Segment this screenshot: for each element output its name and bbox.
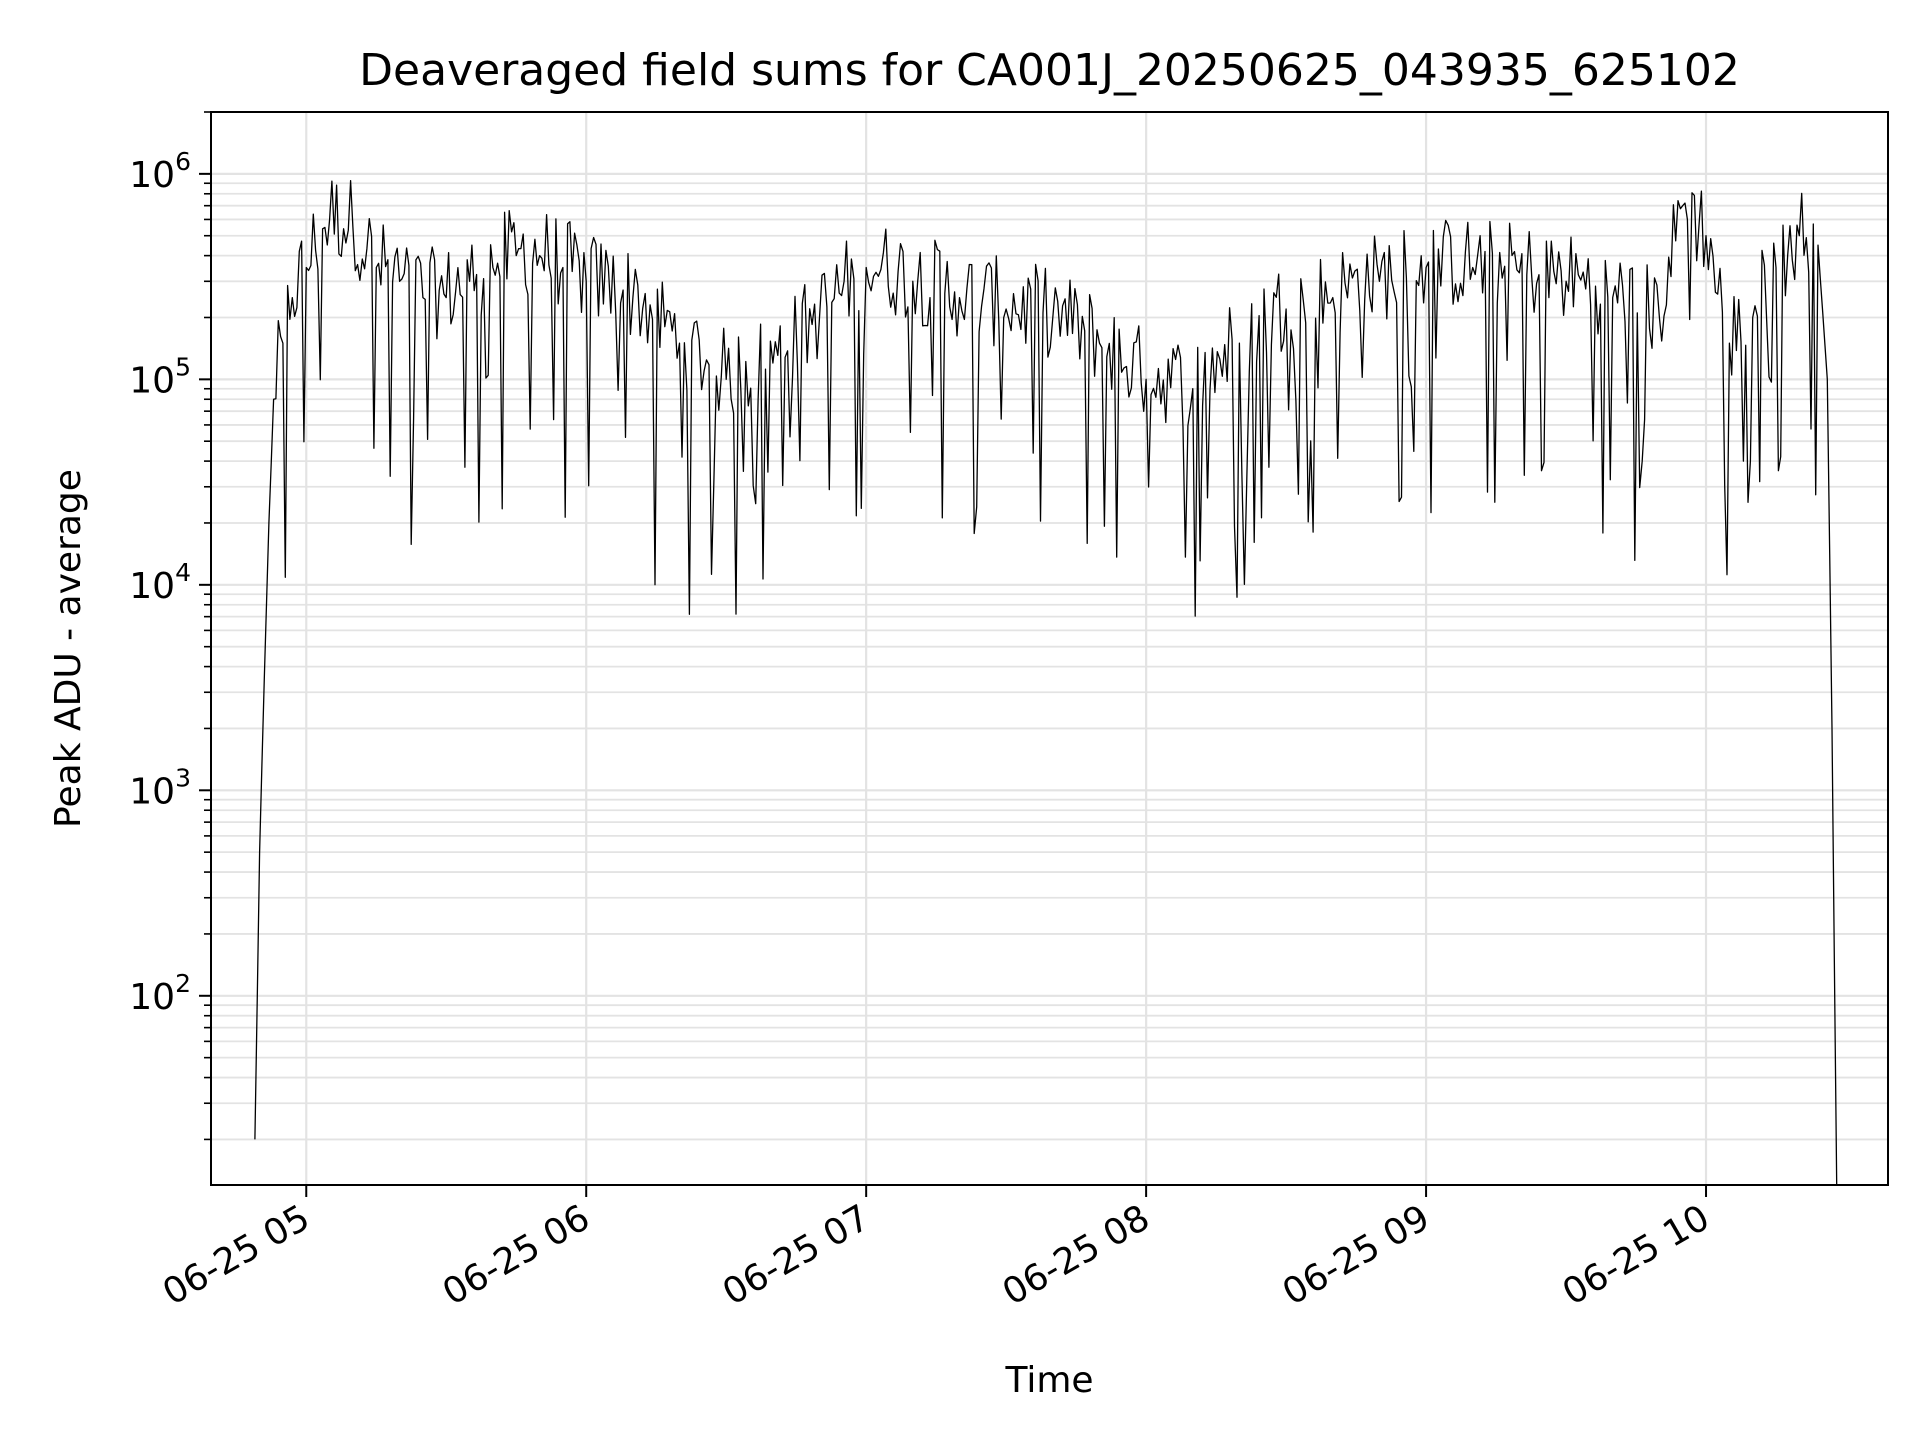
y-axis-label: Peak ADU - average xyxy=(48,469,89,828)
x-axis-label: Time xyxy=(1004,1360,1093,1401)
plot-frame xyxy=(210,111,1889,1186)
y-tick-label: 103 xyxy=(129,763,191,812)
y-tick-label: 102 xyxy=(129,969,191,1018)
series-line-0 xyxy=(254,180,1838,1186)
data-layer xyxy=(254,180,1838,1186)
y-axis: 102 103 104 105 106 xyxy=(129,111,211,1141)
y-tick-label: 104 xyxy=(129,558,191,607)
y-tick-label: 105 xyxy=(129,352,191,401)
y-tick-label: 106 xyxy=(129,147,191,196)
chart-title: Deaveraged field sums for CA001J_2025062… xyxy=(359,45,1740,96)
